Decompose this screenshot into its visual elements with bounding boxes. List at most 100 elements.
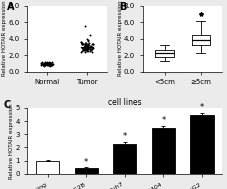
Point [48,64,51,67]
Point [50,60,54,63]
Point [81,43,85,46]
Point [80,40,83,43]
Point [40,61,44,64]
Point [83,50,86,53]
Point [80,43,84,46]
Point [51,63,54,66]
Point [86,50,90,53]
Title: cell lines: cell lines [108,98,142,107]
Point [84,48,88,51]
Point [88,48,92,51]
Point [80,50,83,53]
Bar [152,128,175,174]
Point [83,42,87,45]
Point [81,49,85,52]
Point [82,46,86,49]
Point [85,44,89,47]
Point [86,44,90,47]
Point [40,62,44,65]
Point [48,64,52,67]
Point [84,48,87,51]
Point [82,48,86,51]
Point [47,62,50,65]
Point [46,61,49,64]
Point [83,49,86,52]
Point [42,61,45,64]
Point [80,42,84,45]
Point [80,40,83,43]
Point [84,47,88,50]
Point [46,62,49,65]
Point [85,49,89,52]
Point [49,64,53,67]
Point [90,45,93,48]
Point [43,63,47,66]
Point [91,50,94,53]
Point [47,63,51,66]
Point [49,62,53,65]
Point [91,46,94,49]
Point [39,62,43,65]
Point [43,60,47,63]
Text: *: * [200,103,204,112]
Point [85,50,89,53]
Point [41,63,45,66]
Point [86,47,90,50]
Point [44,61,48,64]
Point [86,44,90,47]
Point [89,45,92,48]
Point [47,63,51,66]
Point [42,63,45,66]
Point [86,45,89,48]
Point [83,44,87,47]
Point [85,38,89,41]
Point [83,45,86,48]
Text: *: * [84,158,88,167]
Point [88,33,91,36]
Point [85,46,88,49]
Point [87,41,91,44]
Point [83,45,87,48]
Text: B: B [119,2,126,12]
Point [46,64,49,67]
Point [90,42,93,45]
Point [83,25,86,28]
Point [44,63,47,66]
Point [91,43,94,46]
Point [89,47,92,50]
Point [83,45,87,48]
Text: C: C [4,100,11,110]
Point [89,49,93,52]
Point [42,64,46,67]
Point [45,62,48,65]
Point [83,44,87,47]
Point [90,46,94,49]
Point [45,61,49,64]
Text: A: A [7,2,15,12]
Point [47,64,51,67]
Point [43,61,47,64]
Point [47,62,50,65]
Point [81,48,85,51]
Point [89,45,93,48]
Point [84,43,87,46]
Point [50,64,54,67]
Point [48,61,52,64]
Point [41,63,44,66]
Point [80,46,84,49]
Y-axis label: Relative HOTAIR expression: Relative HOTAIR expression [118,1,123,77]
Point [49,63,53,66]
Text: *: * [123,132,127,141]
Point [79,50,83,53]
Point [84,41,88,44]
Point [48,61,52,64]
Point [86,39,90,42]
Point [86,40,90,43]
Point [83,41,86,44]
Bar [190,115,214,174]
Point [83,45,86,48]
Point [47,61,50,64]
Point [88,50,92,53]
Point [80,41,83,44]
Point [40,64,43,67]
